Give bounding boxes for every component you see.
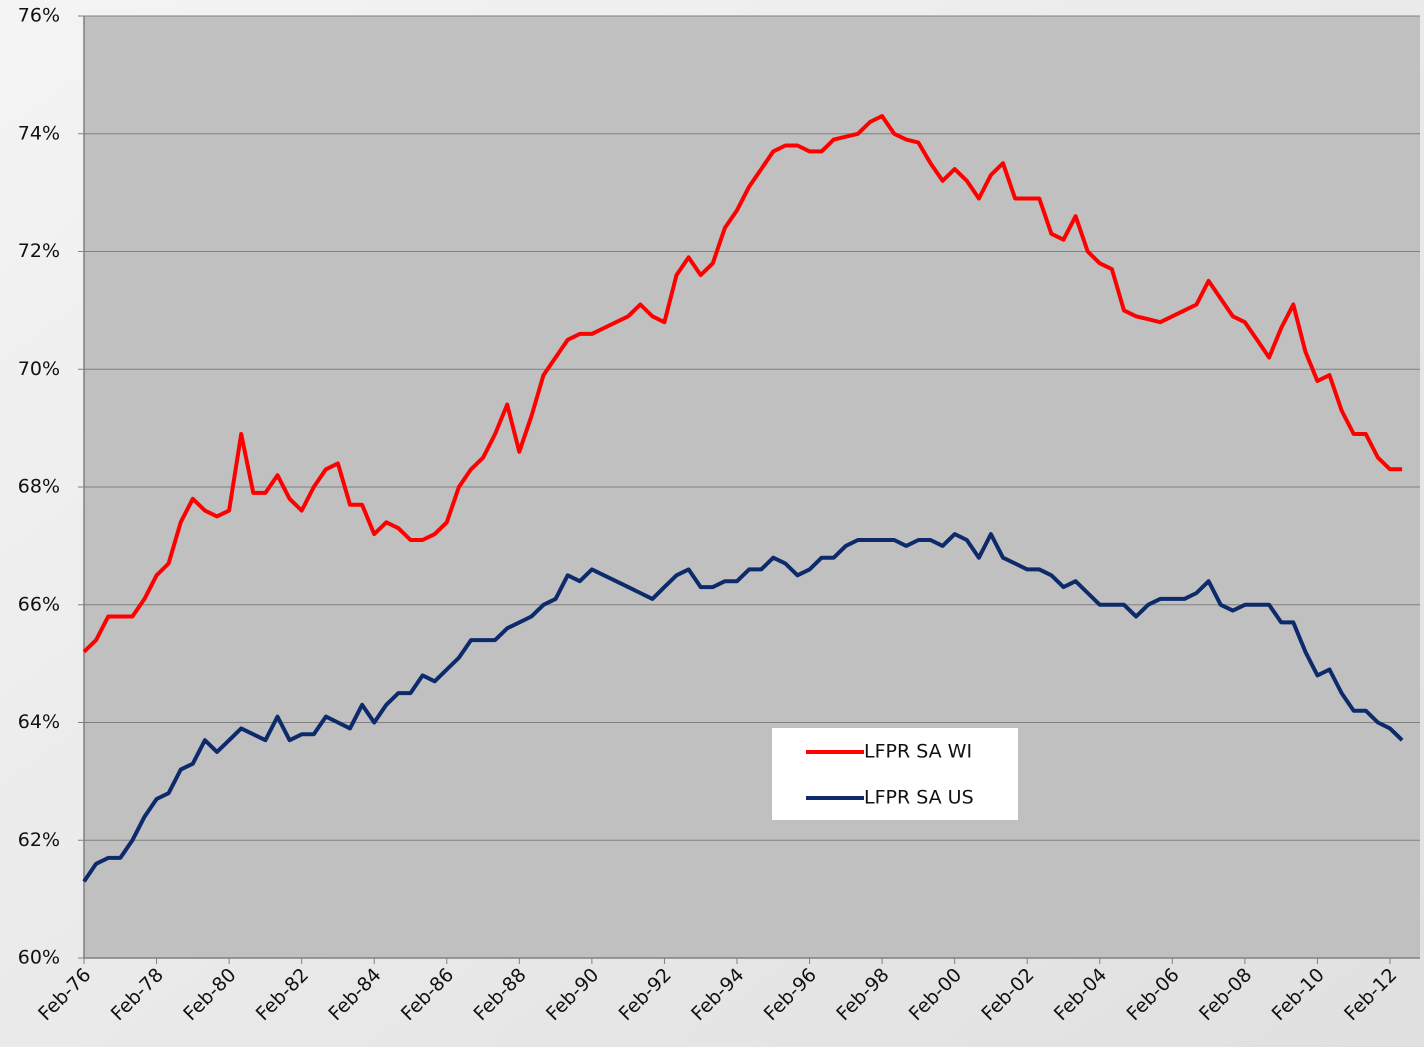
data-line <box>82 114 1403 654</box>
y-tick-label: 76% <box>18 5 60 27</box>
y-tick-label: 74% <box>18 122 60 144</box>
y-tick-label: 60% <box>18 947 60 969</box>
legend: LFPR SA WI LFPR SA US <box>772 728 1018 820</box>
y-tick-label: 64% <box>18 711 60 733</box>
y-tick-label: 62% <box>18 829 60 851</box>
y-tick-label: 66% <box>18 593 60 615</box>
legend-box <box>772 728 1018 820</box>
data-line <box>82 532 1404 883</box>
legend-label: LFPR SA WI <box>864 741 972 763</box>
y-tick-label: 70% <box>18 358 60 380</box>
legend-label: LFPR SA US <box>864 787 974 809</box>
y-tick-label: 68% <box>18 476 60 498</box>
y-tick-label: 72% <box>18 240 60 262</box>
